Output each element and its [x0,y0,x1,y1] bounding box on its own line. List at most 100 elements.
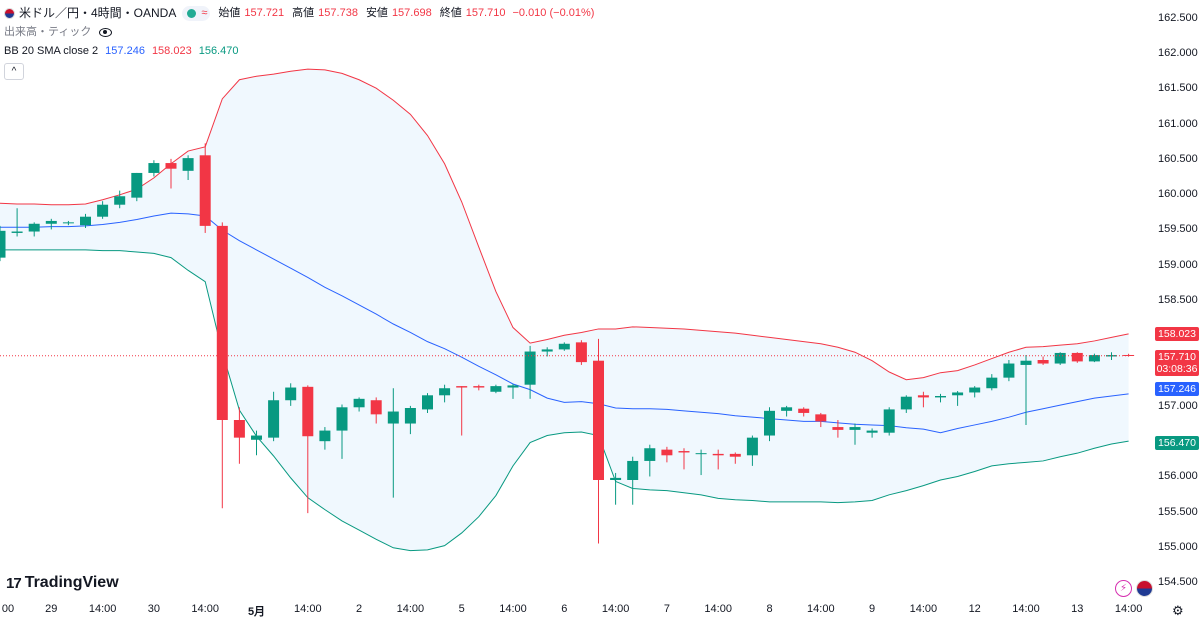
candle-body [251,435,262,440]
candle [832,420,844,438]
candle-body [593,360,604,480]
candle [575,340,587,365]
candle [45,218,57,230]
candle-body [1071,352,1083,362]
price-axis[interactable]: 162.500 162.000 161.500 161.000 160.500 160.0… [1140,0,1200,600]
bottom-right-icons: ⚡ [1115,580,1153,597]
candle-body [815,414,827,422]
tradingview-logo-text: TradingView [24,574,119,591]
candle [712,449,724,470]
candle-body [969,387,981,393]
hide-eye-icon[interactable] [99,28,113,37]
us-flag-icon[interactable] [1136,580,1153,597]
candle-body [849,427,861,430]
candle-body [0,230,6,258]
candle [644,444,656,477]
candle-body [28,223,40,232]
time-tick-label: 30 [147,603,161,615]
candle-body [781,407,793,411]
candle-body [900,396,912,410]
candle-body [644,448,656,461]
candle-body [1003,363,1015,378]
candle [610,472,622,505]
candle [268,391,280,442]
symbol-title[interactable]: 米ドル／円・4時間・OANDA [19,6,177,20]
bb-name[interactable]: BB 20 SMA close 2 [4,45,99,57]
time-tick-label: 14:00 [396,603,425,615]
candle [1054,352,1066,365]
price-tick-label: 158.500 [1158,294,1198,306]
time-tick-label: 14:00 [909,603,938,615]
price-tick-label: 162.000 [1158,46,1198,59]
tradingview-logo[interactable]: 17 TradingView [6,574,119,592]
collapse-legend-button[interactable]: ^ [4,63,24,80]
candle [456,386,468,436]
candle-body [473,386,485,388]
candle [935,393,946,403]
candle-body [336,407,348,431]
candle [233,407,245,464]
candle [917,391,929,408]
high-value: 157.738 [318,7,358,19]
symbol-row: 米ドル／円・4時間・OANDA ≈ 始値 157.721 高値 157.738 安値… [4,4,594,23]
price-tick-label: 157.000 [1158,399,1198,412]
candle [182,155,194,180]
price-tick-label: 159.500 [1158,223,1198,236]
candle-body [695,453,707,455]
candle-body [353,398,365,408]
candle-body [422,395,433,410]
volume-label[interactable]: 出来高・ティック [4,26,92,38]
candle-body [1020,360,1032,365]
lightning-icon[interactable]: ⚡ [1115,580,1132,597]
candle-body [746,437,758,456]
time-tick-label: 14:00 [1012,603,1040,615]
candle [80,213,91,228]
candle [1106,352,1117,360]
time-axis[interactable]: 00 29 14:00 30 14:00 5月 14:00 2 14:00 5 14:00 6 14:0… [0,600,1143,627]
candle-body [935,396,946,398]
high-label: 高値 [292,7,315,19]
candle [866,428,878,438]
bollinger-fill [0,69,1129,551]
time-tick-label: 14:00 [1114,603,1143,615]
time-tick-label: 9 [869,603,876,615]
delayed-data-icon: ≈ [201,7,208,19]
candle [114,190,126,209]
status-pill[interactable]: ≈ [182,6,211,21]
candle-body [387,411,399,424]
upper-band-tag: 158.023 [1155,326,1199,341]
candle [781,405,793,417]
candle-body [268,400,280,438]
candle [986,374,998,391]
price-tick-label: 155.500 [1158,505,1198,518]
candle [353,397,365,412]
candle-body [97,204,109,217]
price-tick-label: 154.500 [1158,576,1198,589]
bar-countdown: 03:08:36 [1156,362,1198,375]
candle-body [729,453,741,457]
candle [1003,360,1015,382]
candle-body [233,420,245,438]
candle-body [182,158,194,171]
candle-body [148,163,160,173]
candle-body [764,410,775,436]
candle [900,395,912,413]
price-tick-label: 161.500 [1158,82,1198,95]
candle [507,384,519,399]
price-tick-label: 156.000 [1158,470,1198,483]
bollinger-basis-line [0,212,1129,434]
candle-body [490,386,502,392]
candle-body [285,387,297,401]
time-tick-label: 6 [561,603,568,615]
last-price-tag: 157.710 03:08:36 [1155,349,1199,376]
candle [0,225,6,262]
candle-body [456,386,468,388]
time-tick-label: 14:00 [601,603,630,615]
candle [798,407,810,417]
gear-icon[interactable]: ⚙ [1172,603,1184,618]
candle-body [575,342,587,363]
candle-body [11,231,23,233]
candle-body [507,385,519,388]
candle-body [439,388,451,396]
